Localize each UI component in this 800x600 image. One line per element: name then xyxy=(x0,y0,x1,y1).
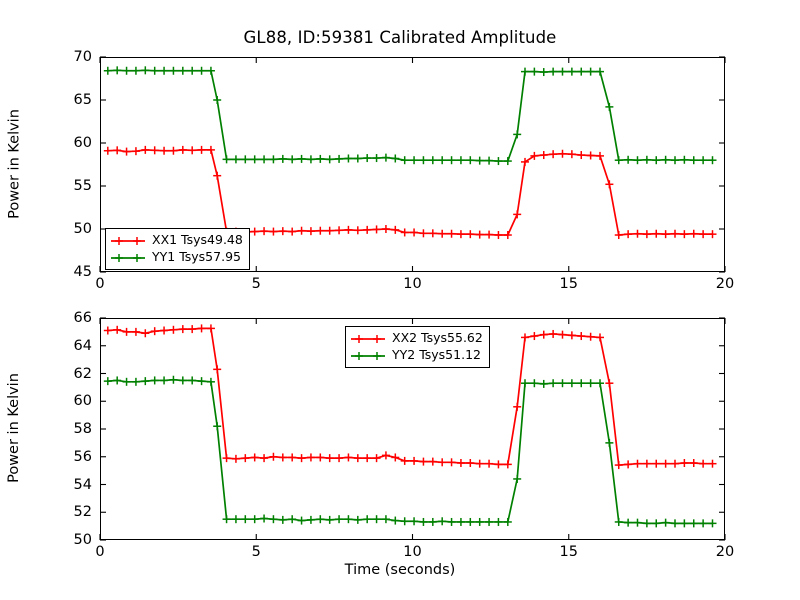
legend-line-sample-icon xyxy=(350,333,386,345)
series-markers-yy2 xyxy=(103,375,717,528)
ytick-label: 65 xyxy=(73,92,92,108)
legend-label: XX1 Tsys49.48 xyxy=(152,232,243,248)
series-line-xx1 xyxy=(106,149,714,236)
ytick-label: 58 xyxy=(73,421,92,437)
series-markers-yy1 xyxy=(103,66,717,166)
xtick-label: 5 xyxy=(251,276,261,292)
ytick-label: 52 xyxy=(73,504,92,521)
ytick-label: 54 xyxy=(73,476,92,493)
top-panel-plot-area xyxy=(99,56,726,273)
xtick-label: 5 xyxy=(251,544,261,560)
xtick-label: 0 xyxy=(95,276,105,292)
ytick-label: 50 xyxy=(73,532,92,548)
bottom-panel-plot-area xyxy=(99,317,726,541)
legend-label: YY1 Tsys57.95 xyxy=(152,249,241,265)
legend-entry: YY1 Tsys57.95 xyxy=(110,249,243,266)
ytick-label: 55 xyxy=(73,178,92,194)
ytick-label: 60 xyxy=(73,393,92,410)
bottom-panel-legend: XX2 Tsys55.62 YY2 Tsys51.12 xyxy=(345,326,490,368)
x-axis-label: Time (seconds) xyxy=(344,562,456,578)
xtick-label: 15 xyxy=(559,544,578,560)
ytick-label: 50 xyxy=(73,221,92,237)
bottom-panel-ylabel: Power in Kelvin xyxy=(6,373,22,483)
chart-title: GL88, ID:59381 Calibrated Amplitude xyxy=(243,28,557,47)
ytick-label: 56 xyxy=(73,448,92,465)
series-markers-xx2 xyxy=(103,324,717,470)
legend-line-sample-icon xyxy=(350,350,386,362)
legend-entry: XX1 Tsys49.48 xyxy=(110,232,243,249)
legend-entry: YY2 Tsys51.12 xyxy=(350,347,483,364)
ytick-label: 66 xyxy=(73,310,92,326)
legend-label: YY2 Tsys51.12 xyxy=(392,347,481,363)
legend-label: XX2 Tsys55.62 xyxy=(392,330,483,346)
ytick-label: 45 xyxy=(73,264,92,280)
top-panel-legend: XX1 Tsys49.48 YY1 Tsys57.95 xyxy=(105,228,250,270)
legend-line-sample-icon xyxy=(110,235,146,247)
series-markers-xx1 xyxy=(103,145,717,240)
xtick-label: 20 xyxy=(715,544,735,560)
xtick-label: 0 xyxy=(95,544,105,560)
ytick-label: 64 xyxy=(73,337,92,354)
xtick-label: 10 xyxy=(403,276,422,292)
xtick-label: 10 xyxy=(403,544,422,560)
xtick-label: 20 xyxy=(715,276,735,292)
series-line-yy2 xyxy=(106,378,714,525)
legend-line-sample-icon xyxy=(110,252,146,264)
ytick-label: 60 xyxy=(73,135,92,151)
ytick-label: 62 xyxy=(73,365,92,382)
legend-entry: XX2 Tsys55.62 xyxy=(350,330,483,347)
series-line-yy1 xyxy=(106,69,714,162)
ytick-label: 70 xyxy=(73,49,92,65)
xtick-label: 15 xyxy=(559,276,578,292)
bottom-panel xyxy=(99,317,726,541)
top-panel-ylabel: Power in Kelvin xyxy=(6,108,22,219)
